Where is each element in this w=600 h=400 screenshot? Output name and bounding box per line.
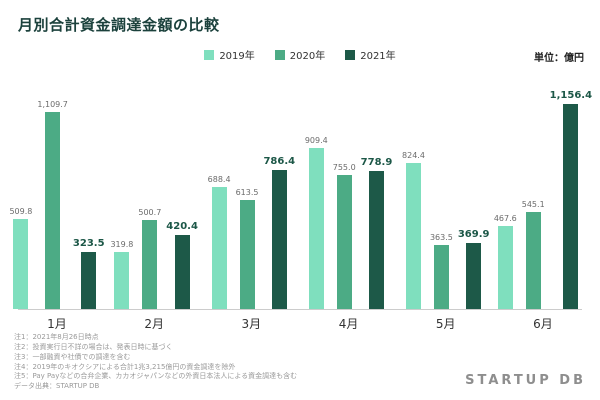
bar-value-label: 613.5 — [235, 188, 259, 198]
bar-2021年 — [368, 170, 384, 309]
legend-swatch — [345, 49, 356, 60]
bar-2020年 — [336, 175, 352, 309]
bar-column: 778.9 — [360, 156, 393, 309]
footnote: 注5：Pay Payなどの合弁企業、カカオジャパンなどの外資日本法人による資金調… — [14, 372, 298, 381]
legend-item-2021年: 2021年 — [345, 47, 396, 62]
bar-2021年 — [174, 234, 190, 309]
bar-group-1月: 509.8 1,109.7 323.5 — [9, 100, 105, 309]
bar-value-label: 420.4 — [166, 220, 198, 232]
legend-swatch — [274, 49, 285, 60]
bar-value-label: 688.4 — [207, 175, 231, 184]
bar-2019年 — [211, 187, 227, 309]
x-axis-label: 1月 — [47, 317, 67, 331]
bar-group-2月: 319.8 500.7 420.4 — [110, 208, 198, 309]
x-axis-label: 5月 — [435, 317, 456, 331]
legend-item-2019年: 2019年 — [204, 47, 255, 62]
bar-value-label: 363.5 — [429, 232, 453, 242]
bar-2021年 — [271, 169, 287, 309]
bar-column: 420.4 — [166, 220, 198, 309]
legend: 2019年 2020年 2021年 — [0, 47, 600, 62]
bar-value-label: 369.9 — [457, 229, 490, 241]
bar-value-label: 545.1 — [521, 200, 545, 210]
footnotes: 注1：2021年8月26日時点 注2：投資実行日不詳の場合は、発表日時に基づく 注3… — [14, 333, 297, 392]
footnote: 注3：一部融資や社債での調達を含む — [14, 352, 131, 361]
startup-db-logo: STARTUP DB — [465, 373, 586, 388]
x-axis-label: 4月 — [338, 317, 359, 331]
bar-2021年 — [81, 251, 97, 309]
bar-column: 323.5 — [73, 238, 105, 309]
bar-column: 688.4 — [208, 175, 231, 309]
bar-column: 786.4 — [263, 156, 295, 309]
bar-value-label: 1,156.4 — [549, 90, 593, 101]
bar-2020年 — [45, 112, 61, 309]
bar-value-label: 778.9 — [360, 156, 393, 168]
legend-label: 2020年 — [289, 51, 326, 62]
bar-2021年 — [466, 243, 482, 309]
bar-value-label: 323.5 — [72, 237, 105, 249]
footnote: 注2：投資実行日不詳の場合は、発表日時に基づく — [14, 343, 173, 352]
page-title: 月別合計資金調達金額の比較 — [18, 16, 220, 34]
legend-row: 2019年 2020年 2021年 単位：億円 — [0, 47, 600, 67]
x-axis-label: 3月 — [241, 317, 262, 331]
bar-2020年 — [142, 220, 158, 309]
bar-column: 755.0 — [333, 163, 356, 309]
bar-column: 909.4 — [305, 136, 328, 309]
bar-column: 509.8 — [9, 207, 32, 309]
bar-value-label: 909.4 — [304, 135, 328, 145]
bar-value-label: 755.0 — [332, 163, 356, 173]
bar-group-6月: 467.6 545.1 1,156.4 — [494, 90, 592, 309]
bar-2021年 — [563, 104, 579, 309]
bar-value-label: 824.4 — [402, 150, 425, 160]
bar-2019年 — [114, 252, 130, 309]
legend-item-2020年: 2020年 — [274, 47, 326, 62]
bar-2020年 — [433, 244, 449, 309]
bar-column: 500.7 — [138, 208, 161, 309]
bar-group-3月: 688.4 613.5 786.4 — [208, 156, 295, 309]
bar-column: 369.9 — [457, 229, 490, 309]
bar-column: 824.4 — [402, 151, 425, 309]
bar-2019年 — [405, 162, 421, 309]
bar-value-label: 509.8 — [9, 206, 33, 216]
bar-value-label: 786.4 — [263, 155, 296, 167]
legend-label: 2021年 — [360, 51, 396, 62]
bar-value-label: 1,109.7 — [37, 100, 68, 110]
footnote: 注1：2021年8月26日時点 — [14, 333, 99, 342]
x-axis-label: 6月 — [533, 317, 553, 331]
bar-2020年 — [239, 200, 255, 309]
bar-group-5月: 824.4 363.5 369.9 — [402, 151, 489, 309]
bar-column: 613.5 — [235, 188, 259, 309]
bar-column: 363.5 — [430, 233, 453, 309]
x-axis-label: 2月 — [144, 317, 164, 331]
bar-value-label: 319.8 — [110, 240, 134, 250]
bar-2020年 — [525, 212, 541, 309]
bar-group-4月: 909.4 755.0 778.9 — [305, 136, 392, 309]
x-axis-labels: 1月 2月 3月 4月 5月 6月 — [18, 315, 582, 332]
bar-column: 319.8 — [110, 240, 133, 309]
legend-swatch — [204, 49, 215, 60]
bar-2019年 — [308, 147, 324, 309]
unit-label: 単位：億円 — [534, 53, 584, 64]
footnote: データ出典：STARTUP DB — [14, 382, 100, 391]
legend-label: 2019年 — [219, 51, 255, 62]
bar-column: 1,156.4 — [550, 90, 592, 309]
bar-2019年 — [13, 218, 29, 309]
bar-chart: 509.8 1,109.7 323.5 319.8 500.7 420.4 688.4 613… — [9, 77, 592, 310]
bar-value-label: 500.7 — [138, 208, 162, 218]
bar-column: 545.1 — [522, 200, 545, 309]
bar-column: 1,109.7 — [37, 100, 68, 309]
bar-2019年 — [497, 226, 513, 309]
bar-column: 467.6 — [494, 214, 517, 309]
bar-value-label: 467.6 — [493, 214, 517, 224]
footnote: 注4：2019年のキオクシアによる合計1兆3,215億円の資金調達を除外 — [14, 362, 236, 371]
